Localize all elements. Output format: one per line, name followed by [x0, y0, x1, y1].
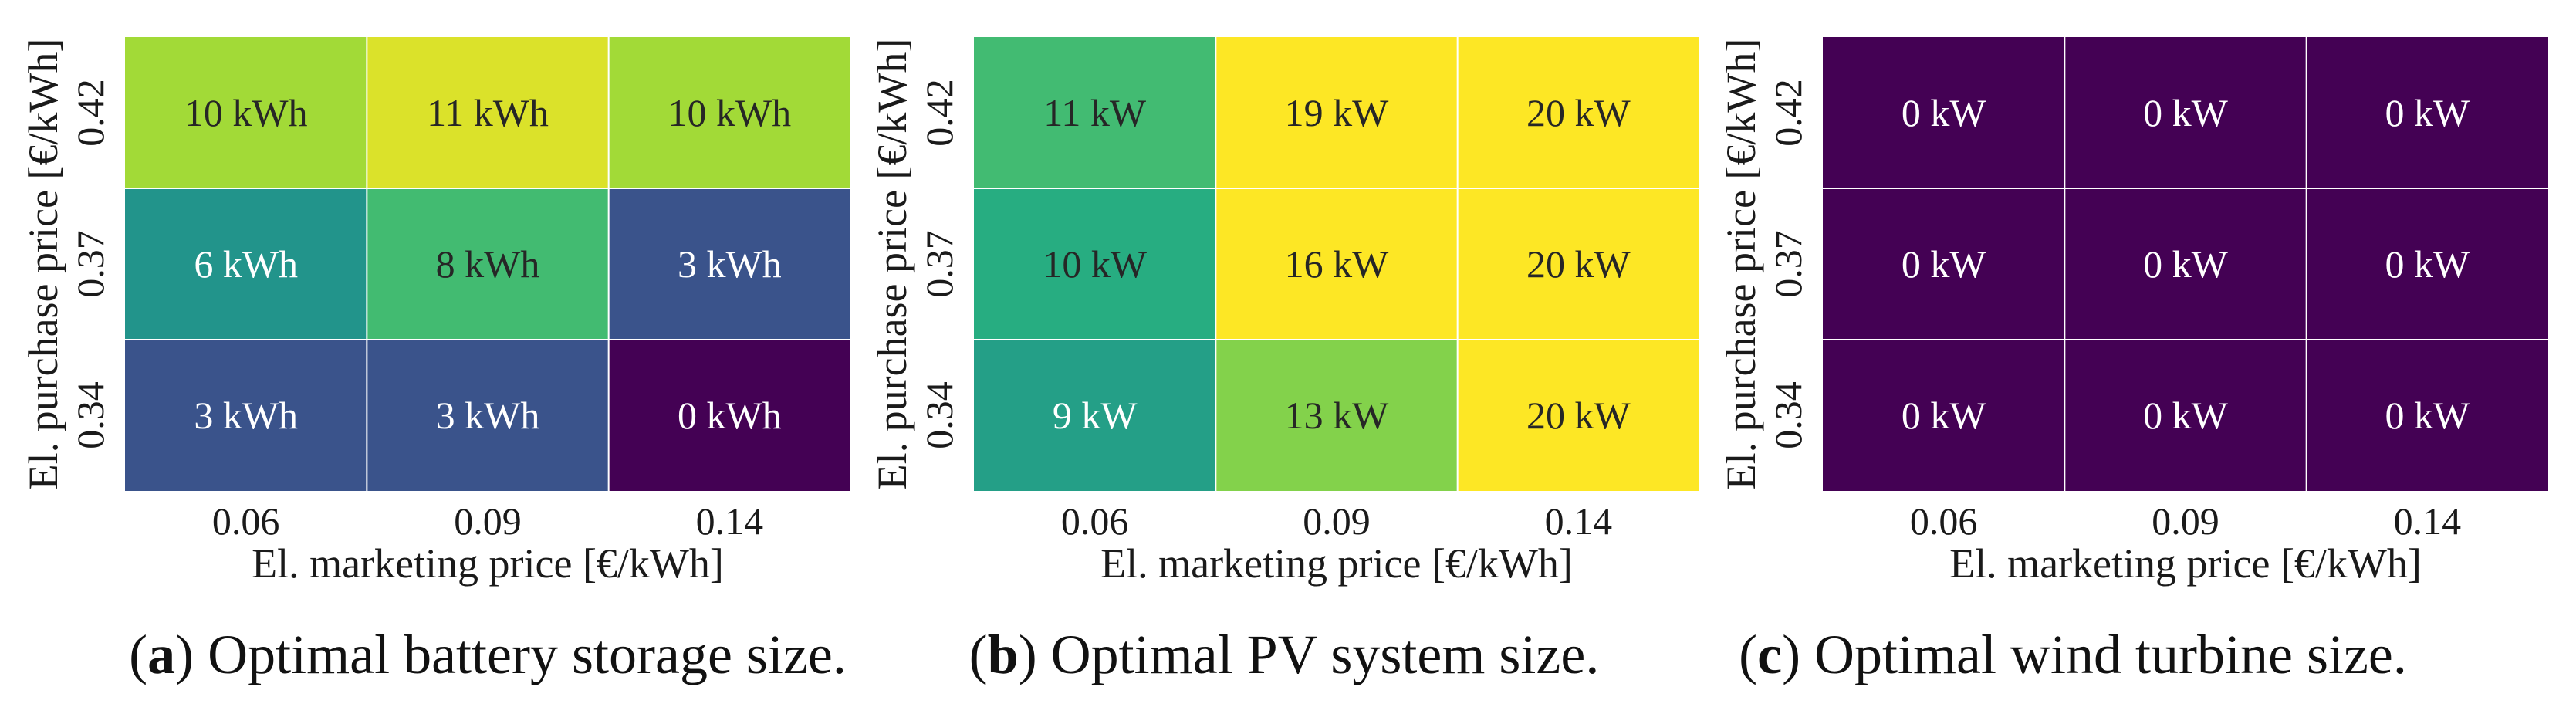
heatmap-cell: [1215, 340, 1458, 491]
y-axis-label: El. purchase price [€/kWh]: [1718, 39, 1764, 490]
heatmap-panel-c: 0 kW 0 kW 0 kW 0 kW 0 kW 0 kW 0 kW 0 kW 0 kW 0.06…: [1718, 37, 2548, 685]
x-tick-label: 0.09: [2152, 499, 2219, 543]
y-axis-label: El. purchase price [€/kWh]: [20, 39, 66, 490]
panel-caption: (c) Optimal wind turbine size.: [1739, 624, 2407, 685]
heatmap-cell: [367, 37, 609, 188]
y-tick-label: 0.42: [1766, 79, 1810, 147]
caption-text: ) Optimal battery storage size.: [175, 624, 847, 685]
heatmap-cell: [2306, 340, 2548, 491]
cell-value-label: 0 kW: [2143, 91, 2229, 134]
heatmap-panel-a: 10 kWh 11 kWh 10 kWh 6 kWh 8 kWh 3 kWh 3 kWh 3 …: [20, 37, 850, 685]
heatmap-cell: [974, 188, 1216, 340]
heatmap-cell: [2306, 37, 2548, 188]
y-axis-label: El. purchase price [€/kWh]: [869, 39, 915, 490]
cell-value-label: 3 kWh: [678, 242, 782, 286]
y-tick-label: 0.37: [69, 230, 112, 298]
cell-value-label: 6 kWh: [194, 242, 298, 286]
cell-value-label: 0 kW: [2143, 242, 2229, 286]
cell-value-label: 19 kW: [1285, 91, 1390, 134]
heatmap-cell: [1457, 340, 1699, 491]
x-tick-label: 0.06: [212, 499, 280, 543]
cell-value-label: 20 kW: [1526, 91, 1631, 134]
heatmap-cell: [1457, 188, 1699, 340]
heatmap-cell: [608, 340, 850, 491]
cell-value-label: 3 kWh: [194, 394, 298, 437]
caption-letter: c: [1757, 624, 1782, 685]
caption-letter: b: [988, 624, 1019, 685]
cell-value-label: 16 kW: [1285, 242, 1390, 286]
caption-letter: a: [147, 624, 175, 685]
x-axis-label: El. marketing price [€/kWh]: [1100, 540, 1573, 587]
heatmap-cell: [608, 188, 850, 340]
x-tick-label: 0.09: [454, 499, 522, 543]
heatmap-cell: [974, 37, 1216, 188]
cell-value-label: 0 kW: [2385, 242, 2470, 286]
x-tick-label: 0.09: [1303, 499, 1371, 543]
cell-value-label: 0 kW: [2385, 91, 2470, 134]
y-tick-label: 0.34: [1766, 381, 1810, 449]
y-tick-label: 0.42: [69, 79, 112, 147]
heatmap-cell: [1215, 188, 1458, 340]
caption-text: ) Optimal PV system size.: [1019, 624, 1600, 685]
heatmap-cell: [1823, 340, 2065, 491]
heatmap-cell: [367, 340, 609, 491]
heatmap-cell: [1215, 37, 1458, 188]
heatmap-cell: [1823, 188, 2065, 340]
caption-text: ) Optimal wind turbine size.: [1782, 624, 2407, 685]
cell-value-label: 0 kW: [1902, 242, 1987, 286]
heatmap-panel-b: 11 kW 19 kW 20 kW 10 kW 16 kW 20 kW 9 kW 13 kW 2…: [869, 37, 1699, 685]
panel-caption: (b) Optimal PV system size.: [969, 624, 1600, 685]
heatmap-cell: [125, 340, 367, 491]
heatmap-cell: [974, 340, 1216, 491]
heatmap-cell: [1823, 37, 2065, 188]
cell-value-label: 10 kWh: [668, 91, 791, 134]
cell-value-label: 10 kW: [1043, 242, 1148, 286]
heatmap-cell: [2064, 188, 2307, 340]
y-tick-label: 0.42: [918, 79, 961, 147]
cell-value-label: 20 kW: [1526, 242, 1631, 286]
y-tick-label: 0.37: [1766, 230, 1810, 298]
y-tick-label: 0.37: [918, 230, 961, 298]
cell-value-label: 0 kW: [2143, 394, 2229, 437]
heatmap-cell: [367, 188, 609, 340]
cell-value-label: 8 kWh: [436, 242, 540, 286]
cell-value-label: 13 kW: [1285, 394, 1390, 437]
cell-value-label: 10 kWh: [184, 91, 308, 134]
x-tick-label: 0.06: [1910, 499, 1978, 543]
cell-value-label: 9 kW: [1053, 394, 1138, 437]
x-tick-label: 0.14: [2394, 499, 2462, 543]
cell-value-label: 20 kW: [1526, 394, 1631, 437]
cell-value-label: 0 kW: [1902, 394, 1987, 437]
x-tick-label: 0.14: [696, 499, 764, 543]
cell-value-label: 0 kW: [2385, 394, 2470, 437]
x-axis-label: El. marketing price [€/kWh]: [252, 540, 724, 587]
heatmap-cell: [125, 188, 367, 340]
heatmap-cell: [2064, 37, 2307, 188]
x-axis-label: El. marketing price [€/kWh]: [1949, 540, 2422, 587]
heatmap-cell: [608, 37, 850, 188]
heatmap-cell: [2064, 340, 2307, 491]
x-tick-label: 0.14: [1545, 499, 1613, 543]
panel-caption: (a) Optimal battery storage size.: [129, 624, 847, 685]
cell-value-label: 11 kWh: [427, 91, 549, 134]
heatmap-cell: [1457, 37, 1699, 188]
cell-value-label: 0 kWh: [678, 394, 782, 437]
heatmap-cell: [2306, 188, 2548, 340]
cell-value-label: 11 kW: [1043, 91, 1147, 134]
cell-value-label: 3 kWh: [436, 394, 540, 437]
cell-value-label: 0 kW: [1902, 91, 1987, 134]
heatmap-cell: [125, 37, 367, 188]
y-tick-label: 0.34: [69, 381, 112, 449]
y-tick-label: 0.34: [918, 381, 961, 449]
x-tick-label: 0.06: [1061, 499, 1129, 543]
